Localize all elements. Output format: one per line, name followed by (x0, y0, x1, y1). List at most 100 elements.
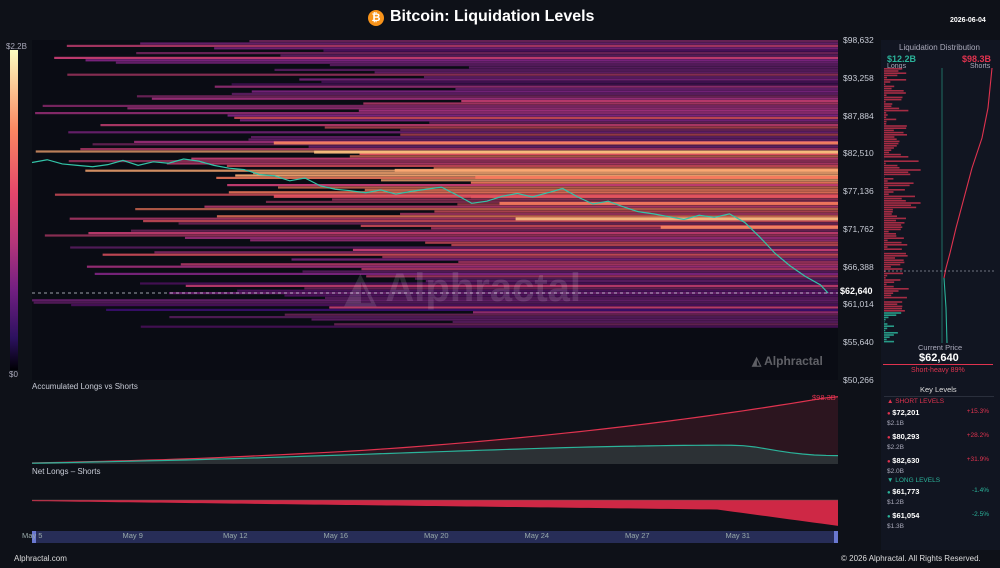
liquidation-band (250, 239, 838, 242)
liquidation-band (100, 124, 838, 127)
distribution-bar (884, 184, 910, 187)
distribution-bar (884, 219, 897, 222)
distribution-bar (884, 296, 907, 299)
liquidation-band (204, 205, 838, 208)
distribution-bar (884, 90, 904, 92)
key-level-dot-icon: ● (887, 435, 893, 441)
key-level-row[interactable]: ● $82,630 +31.9% (887, 456, 991, 465)
key-level-row[interactable]: ● $61,773 -1.4% (887, 487, 991, 496)
key-level-size: $1.3B (887, 523, 904, 530)
accumulated-chart[interactable] (32, 392, 838, 464)
liquidation-band (455, 88, 838, 91)
x-tick: May 9 (122, 531, 143, 540)
liquidation-band (68, 131, 838, 134)
x-tick: May 24 (524, 531, 550, 540)
liquidation-band (249, 40, 838, 43)
watermark-small: ◭ Alphractal (752, 354, 823, 368)
key-level-dot-icon: ● (887, 459, 893, 465)
key-level-price: $80,293 (892, 432, 920, 441)
distribution-bar (884, 138, 897, 140)
distribution-bar (884, 127, 907, 129)
shorts-line (32, 396, 838, 464)
distribution-title: Liquidation Distribution (899, 43, 980, 52)
distribution-bar (884, 83, 886, 85)
distribution-bar (884, 105, 892, 107)
footer-site[interactable]: Alphractal.com (14, 554, 67, 563)
distribution-bar (884, 74, 898, 77)
net-longs-shorts-chart[interactable] (32, 478, 838, 530)
liquidation-band (431, 227, 838, 230)
distribution-bar (884, 145, 897, 147)
distribution-bar (884, 259, 904, 261)
key-level-row[interactable]: ● $61,054 -2.5% (887, 511, 991, 520)
liquidation-band (278, 186, 838, 189)
distribution-bar (884, 288, 909, 290)
distribution-bar (884, 274, 888, 277)
key-level-dot-icon: ● (887, 490, 893, 496)
distribution-bar (884, 182, 914, 184)
liquidation-band (184, 236, 838, 239)
liquidation-band (88, 232, 838, 235)
watermark-logo: ◭ Alphractal (345, 266, 581, 310)
colorbar-max-label: $2.2B (6, 42, 27, 51)
key-level-row[interactable]: ● $72,201 +15.3% (887, 408, 991, 417)
key-level-row[interactable]: ● $80,293 +28.2% (887, 432, 991, 441)
liquidation-band (291, 258, 838, 261)
distribution-bar (884, 268, 903, 270)
distribution-bar (884, 332, 898, 334)
hot-liquidation-band (475, 175, 838, 179)
key-level-dot-icon: ● (887, 514, 893, 520)
key-level-size: $1.2B (887, 499, 904, 506)
distribution-bar (884, 195, 916, 198)
distribution-bar (884, 114, 888, 116)
liquidation-heatmap[interactable] (32, 40, 838, 380)
distribution-bar (884, 226, 903, 228)
liquidation-band (251, 90, 838, 93)
distribution-bar (884, 241, 902, 244)
distribution-bar (884, 263, 901, 266)
liquidation-band (140, 282, 838, 285)
distribution-bar (884, 186, 889, 189)
liquidation-band (102, 253, 838, 256)
liquidation-band (352, 248, 838, 251)
distribution-bar (884, 310, 905, 312)
liquidation-band (374, 71, 838, 74)
distribution-bar (884, 87, 892, 90)
liquidation-band (452, 320, 838, 323)
longs-cumulative-line (943, 277, 948, 343)
key-levels-divider (884, 396, 994, 397)
key-level-pct: -2.5% (972, 511, 989, 518)
distribution-bar (884, 255, 908, 257)
price-tick: $55,640 (843, 337, 874, 348)
distribution-bar (884, 112, 887, 114)
distribution-bar (884, 153, 901, 156)
slider-handle-left[interactable] (32, 531, 36, 543)
shorts-label: Shorts (970, 63, 991, 70)
distribution-bar (884, 285, 894, 288)
footer-copyright: © 2026 Alphractal. All Rights Reserved. (841, 554, 981, 563)
key-level-price: $61,054 (892, 511, 920, 520)
distribution-bar (884, 279, 901, 281)
distribution-bar (884, 142, 899, 145)
distribution-bar (884, 213, 892, 215)
liquidation-band (66, 44, 838, 47)
key-level-size: $2.1B (887, 420, 904, 427)
distribution-bar (884, 327, 888, 330)
time-range-slider[interactable] (32, 531, 838, 543)
price-tick: $82,510 (843, 148, 874, 159)
liquidation-band (329, 306, 838, 309)
liquidation-band (400, 133, 838, 136)
liquidation-band (67, 73, 838, 76)
accumulated-end-label: $98.3B (812, 393, 836, 402)
distribution-bar (884, 307, 902, 310)
distribution-bar (884, 164, 898, 167)
shorts-total: $98.3B (962, 54, 992, 64)
liquidation-band (349, 155, 838, 158)
distribution-bar (884, 281, 895, 283)
hot-liquidation-band (314, 150, 838, 154)
distribution-bar (884, 318, 886, 321)
price-line (32, 158, 829, 294)
watermark-small-icon: ◭ (752, 354, 765, 368)
distribution-bar (884, 149, 892, 151)
slider-handle-right[interactable] (834, 531, 838, 543)
